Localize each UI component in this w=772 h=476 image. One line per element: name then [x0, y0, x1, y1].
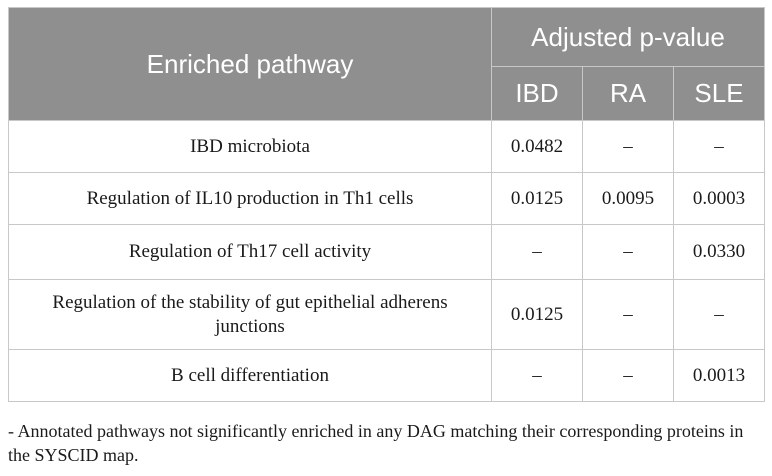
sle-value: –: [673, 120, 765, 173]
header-ra: RA: [582, 66, 674, 121]
header-adjusted-p-value: Adjusted p-value: [491, 7, 765, 67]
ra-value: –: [582, 349, 674, 402]
ra-value: –: [582, 224, 674, 280]
sle-value: 0.0013: [673, 349, 765, 402]
ra-value: 0.0095: [582, 172, 674, 225]
ra-value: –: [582, 120, 674, 173]
ibd-value: 0.0125: [491, 279, 583, 350]
sle-value: –: [673, 279, 765, 350]
header-enriched-pathway: Enriched pathway: [8, 7, 492, 121]
table-row: B cell differentiation – – 0.0013: [8, 349, 765, 402]
table-footnote: - Annotated pathways not significantly e…: [8, 421, 744, 465]
pathway-cell: Regulation of the stability of gut epith…: [8, 279, 492, 350]
pathway-cell: Regulation of IL10 production in Th1 cel…: [8, 172, 492, 225]
ra-value: –: [582, 279, 674, 350]
sle-value: 0.0003: [673, 172, 765, 225]
table-row: Regulation of the stability of gut epith…: [8, 279, 765, 350]
ibd-value: 0.0125: [491, 172, 583, 225]
table-row: IBD microbiota 0.0482 – –: [8, 120, 765, 173]
ibd-value: –: [491, 224, 583, 280]
pathway-cell: IBD microbiota: [8, 120, 492, 173]
header-sle: SLE: [673, 66, 765, 121]
ibd-value: 0.0482: [491, 120, 583, 173]
pathway-table: Enriched pathway Adjusted p-value IBD RA…: [8, 7, 765, 402]
pathway-cell: B cell differentiation: [8, 349, 492, 402]
table-row: Regulation of Th17 cell activity – – 0.0…: [8, 224, 765, 280]
pathway-cell: Regulation of Th17 cell activity: [8, 224, 492, 280]
header-ibd: IBD: [491, 66, 583, 121]
table-row: Regulation of IL10 production in Th1 cel…: [8, 172, 765, 225]
ibd-value: –: [491, 349, 583, 402]
sle-value: 0.0330: [673, 224, 765, 280]
